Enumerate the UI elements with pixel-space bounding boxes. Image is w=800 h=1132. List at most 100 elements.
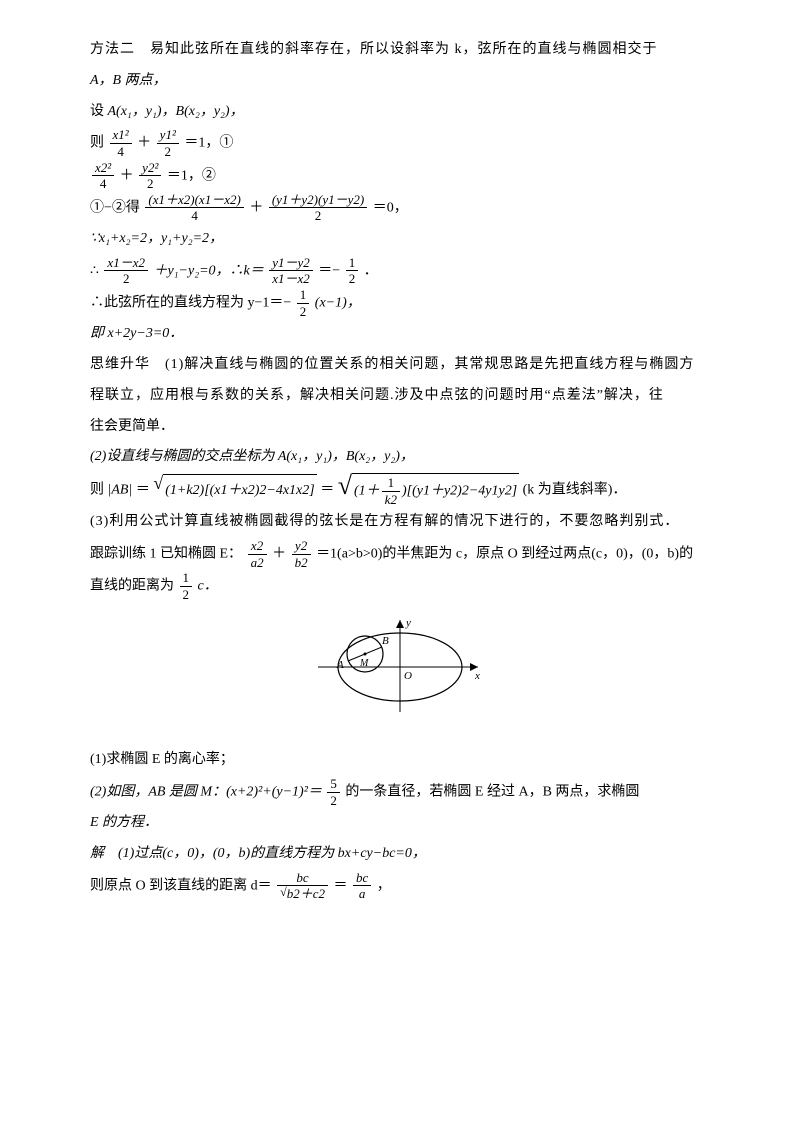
text-line: (2)设直线与椭圆的交点坐标为 A(x₁，y₁)，B(x₂，y₂)， (90, 442, 710, 473)
fraction: x1－x22 (104, 255, 148, 287)
text: ， (377, 878, 391, 893)
numer: 5 (327, 776, 340, 793)
fraction: 1k2 (382, 475, 400, 507)
text: A(x₁，y₁)，B(x₂，y₂)， (108, 104, 244, 119)
fraction: 12 (297, 287, 310, 319)
fraction: y1－y2x1－x2 (269, 255, 313, 287)
numer: 1 (346, 255, 359, 272)
text: (k 为直线斜率)． (523, 482, 627, 497)
figure-ellipse: y x O A B M (90, 612, 710, 735)
text-line: 即 x+2y−3=0． (90, 319, 710, 350)
numer: y2² (139, 160, 161, 177)
denom: 2 (157, 144, 179, 160)
numer: x1－x2 (104, 255, 148, 272)
text-line: 解 (1)过点(c，0)，(0，b)的直线方程为 bx+cy−bc=0， (90, 839, 710, 870)
label-m: M (359, 658, 369, 669)
fraction: (y1＋y2)(y1－y2)2 (269, 192, 367, 224)
text: ＝1(a>b>0)的半焦距为 c，原点 O 到经过两点(c，0)，(0，b)的 (316, 546, 693, 561)
text: (x−1)， (315, 295, 361, 310)
text: ． (364, 263, 378, 278)
text-line: E 的方程． (90, 808, 710, 839)
fraction: x1²4 (110, 127, 132, 159)
text: 的一条直径，若椭圆 E 经过 A，B 两点，求椭圆 (345, 784, 639, 799)
numer: y2 (292, 538, 311, 555)
text: (1＋ (354, 483, 380, 498)
eq-line: 则 x1²4 ＋ y1²2 ＝1，① (90, 127, 710, 159)
denom: a (353, 886, 371, 902)
text: ＝1，② (167, 168, 216, 183)
text-line: 设 A(x₁，y₁)，B(x₂，y₂)， (90, 97, 710, 128)
fraction: x2a2 (248, 538, 267, 570)
fraction: 52 (327, 776, 340, 808)
text: 解 (1)过点(c，0)，(0，b)的直线方程为 bx+cy−bc=0， (90, 846, 426, 861)
radicand: (1+k2)[(x1＋x2)2−4x1x2] (163, 474, 317, 507)
eq-line: 直线的距离为 12 c． (90, 570, 710, 602)
numer: (y1＋y2)(y1－y2) (269, 192, 367, 209)
text: ＝ (334, 878, 348, 893)
fraction: 12 (346, 255, 359, 287)
text: ＋y₁−y₂=0，∴k＝ (153, 263, 263, 278)
eq-line: (2)如图，AB 是圆 M：(x+2)²+(y−1)²＝ 52 的一条直径，若椭… (90, 776, 710, 808)
eq-line: 则 |AB| ＝ √(1+k2)[(x1＋x2)2−4x1x2] ＝ √ (1＋… (90, 473, 710, 507)
point-m (364, 653, 367, 656)
label-b: B (382, 635, 389, 647)
arrow-icon (396, 620, 404, 628)
denom: 4 (110, 144, 132, 160)
denom: 4 (145, 208, 243, 224)
numer: 1 (382, 475, 400, 492)
text: ＝0， (373, 200, 408, 215)
denom: x1－x2 (269, 271, 313, 287)
text-line: A，B 两点， (90, 66, 710, 97)
text: 则 (90, 136, 104, 151)
denom: 2 (104, 271, 148, 287)
text: ∴ (90, 263, 99, 278)
text: (2)设直线与椭圆的交点坐标为 A(x₁，y₁)，B(x₂，y₂)， (90, 449, 414, 464)
text: ＝ (136, 482, 150, 497)
fraction: (x1＋x2)(x1－x2)4 (145, 192, 243, 224)
text: 则原点 O 到该直线的距离 d＝ (90, 878, 272, 893)
fraction: 12 (180, 570, 193, 602)
text-line: (1)求椭圆 E 的离心率； (90, 745, 710, 776)
text: ＝ (320, 482, 334, 497)
text-line: ∵x₁+x₂=2，y₁+y₂=2， (90, 224, 710, 255)
text: |AB| (108, 482, 133, 497)
text-line: 思维升华 (1)解决直线与椭圆的位置关系的相关问题，其常规思路是先把直线方程与椭… (90, 350, 710, 381)
denom: 2 (139, 176, 161, 192)
text: 跟踪训练 1 已知椭圆 E： (90, 546, 242, 561)
text: ＝1，① (184, 136, 233, 151)
text: ①−②得 (90, 200, 140, 215)
text: 则 (90, 482, 104, 497)
text: 直线的距离为 (90, 579, 174, 594)
numer: x2 (248, 538, 267, 555)
denom: 2 (269, 208, 367, 224)
denom: 2 (297, 304, 310, 320)
fraction: bca (353, 870, 371, 902)
numer: x1² (110, 127, 132, 144)
sqrt: √(1+k2)[(x1＋x2)2−4x1x2] (153, 474, 316, 507)
denom: 2 (180, 587, 193, 603)
fraction: y2²2 (139, 160, 161, 192)
eq-line: 则原点 O 到该直线的距离 d＝ bc √b2＋c2 ＝ bca ， (90, 870, 710, 902)
text: )[(y1＋y2)2−4y1y2] (402, 483, 517, 498)
denom: √b2＋c2 (277, 886, 328, 902)
radicand: b2＋c2 (287, 885, 325, 901)
page: 方法二 易知此弦所在直线的斜率存在，所以设斜率为 k，弦所在的直线与椭圆相交于 … (0, 0, 800, 1132)
text: ＝− (318, 263, 340, 278)
label-y: y (405, 617, 411, 629)
denom: 4 (92, 176, 114, 192)
label-a: A (336, 659, 344, 671)
numer: y1² (157, 127, 179, 144)
numer: bc (353, 870, 371, 887)
text-line: 方法二 易知此弦所在直线的斜率存在，所以设斜率为 k，弦所在的直线与椭圆相交于 (90, 35, 710, 66)
denom: k2 (382, 492, 400, 508)
text: ∴此弦所在的直线方程为 y−1＝− (90, 295, 291, 310)
text: A，B 两点， (90, 73, 167, 88)
numer: x2² (92, 160, 114, 177)
label-x: x (474, 670, 480, 682)
text-line: (3)利用公式计算直线被椭圆截得的弦长是在方程有解的情况下进行的，不要忽略判别式… (90, 507, 710, 538)
denom: b2 (292, 555, 311, 571)
fraction: bc √b2＋c2 (277, 870, 328, 902)
numer: bc (277, 870, 328, 887)
text-line: 往会更简单． (90, 412, 710, 443)
text-line: 程联立，应用根与系数的关系，解决相关问题.涉及中点弦的问题时用“点差法”解决，往 (90, 381, 710, 412)
